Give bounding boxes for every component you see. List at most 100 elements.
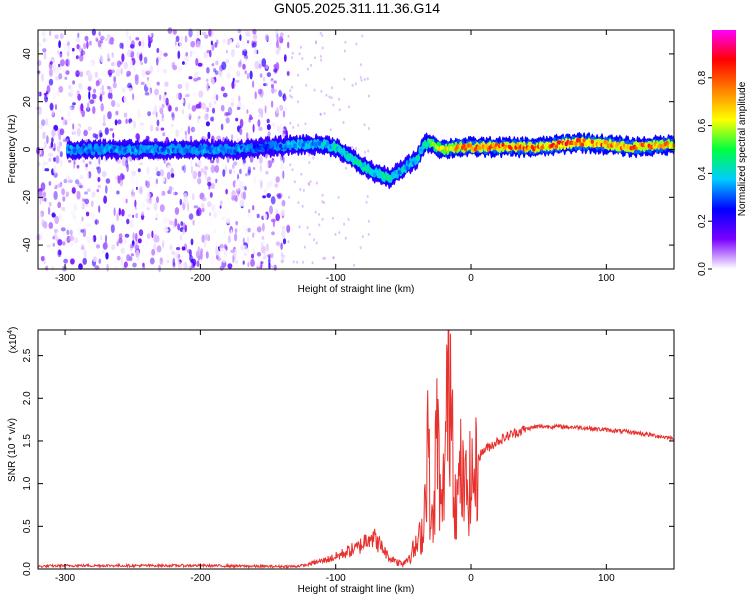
noise-cell (189, 249, 192, 257)
noise-cell (52, 183, 56, 188)
noise-cell (305, 83, 308, 87)
noise-cell (190, 41, 195, 48)
noise-cell (86, 188, 91, 193)
noise-cell (273, 161, 277, 167)
noise-cell (338, 108, 341, 112)
noise-cell (47, 206, 51, 215)
noise-cell (174, 45, 178, 51)
noise-cell (192, 188, 196, 193)
noise-cell (74, 220, 79, 224)
noise-cell (265, 170, 269, 175)
noise-cell (48, 68, 53, 77)
noise-cell (241, 181, 246, 187)
noise-cell (363, 78, 366, 81)
noise-cell (203, 210, 209, 217)
noise-cell (100, 55, 104, 63)
noise-cell (123, 261, 128, 268)
noise-cell (185, 82, 190, 91)
noise-cell (267, 131, 271, 138)
ridge-cell (69, 145, 73, 150)
noise-cell (139, 186, 143, 193)
noise-cell (239, 34, 242, 41)
noise-cell (107, 58, 111, 62)
noise-cell (45, 118, 49, 126)
ridge-cell (348, 154, 352, 159)
noise-cell (65, 58, 71, 67)
noise-cell (343, 77, 346, 81)
noise-cell (245, 132, 250, 141)
noise-cell (197, 76, 201, 81)
noise-cell (213, 68, 217, 73)
noise-cell (228, 169, 232, 175)
ridge-cell (428, 138, 432, 144)
noise-cell (69, 229, 73, 236)
noise-cell (247, 166, 252, 174)
noise-cell (351, 145, 354, 149)
ridge-cell (326, 141, 330, 146)
noise-cell (163, 228, 169, 232)
noise-cell (235, 221, 239, 226)
noise-cell (344, 166, 347, 170)
noise-cell (366, 195, 369, 198)
noise-cell (91, 211, 96, 221)
x-tick-label: -200 (190, 573, 210, 584)
noise-cell (181, 99, 185, 104)
noise-cell (51, 137, 54, 144)
noise-cell (254, 60, 260, 70)
noise-cell (156, 81, 160, 86)
noise-cell (101, 91, 105, 96)
noise-cell (121, 209, 125, 217)
noise-cell (283, 95, 287, 101)
noise-cell (130, 243, 134, 249)
ridge-cell (87, 148, 91, 154)
y-tick-label: -40 (22, 237, 33, 252)
noise-cell (210, 40, 213, 46)
noise-cell (321, 217, 324, 221)
noise-cell (170, 173, 175, 178)
noise-cell (181, 108, 185, 115)
ridge-cell (384, 173, 388, 179)
noise-cell (232, 164, 235, 169)
ridge-cell (352, 156, 356, 161)
noise-cell (253, 176, 256, 185)
ridge-cell (462, 143, 466, 148)
noise-cell (208, 85, 210, 89)
noise-cell (216, 39, 219, 45)
colorbar-tick-label: 0.6 (697, 118, 708, 132)
noise-cell (59, 33, 64, 40)
noise-cell (103, 100, 107, 109)
noise-cell (103, 195, 107, 204)
noise-cell (95, 166, 100, 170)
noise-cell (206, 207, 211, 212)
noise-cell (172, 257, 176, 267)
noise-cell (212, 167, 218, 173)
noise-cell (139, 162, 144, 166)
noise-cell (268, 186, 274, 194)
noise-cell (266, 181, 271, 189)
noise-cell (163, 217, 168, 225)
noise-cell (297, 73, 300, 77)
noise-cell (217, 70, 223, 76)
noise-cell (116, 190, 120, 195)
noise-cell (105, 66, 110, 71)
noise-cell (57, 106, 63, 116)
noise-cell (347, 218, 350, 221)
noise-cell (154, 105, 158, 114)
noise-cell (130, 206, 134, 211)
noise-cell (80, 50, 86, 56)
noise-cell (64, 187, 67, 197)
noise-cell (112, 82, 117, 89)
noise-cell (360, 78, 363, 82)
noise-cell (46, 244, 51, 248)
noise-cell (254, 160, 260, 168)
noise-cell (355, 42, 358, 46)
noise-cell (212, 78, 215, 85)
noise-cell (76, 226, 79, 232)
noise-cell (182, 78, 187, 88)
noise-cell (225, 59, 230, 63)
noise-cell (270, 257, 275, 266)
noise-cell (162, 132, 166, 137)
noise-cell (148, 175, 152, 180)
noise-cell (195, 157, 199, 164)
noise-cell (86, 40, 89, 49)
